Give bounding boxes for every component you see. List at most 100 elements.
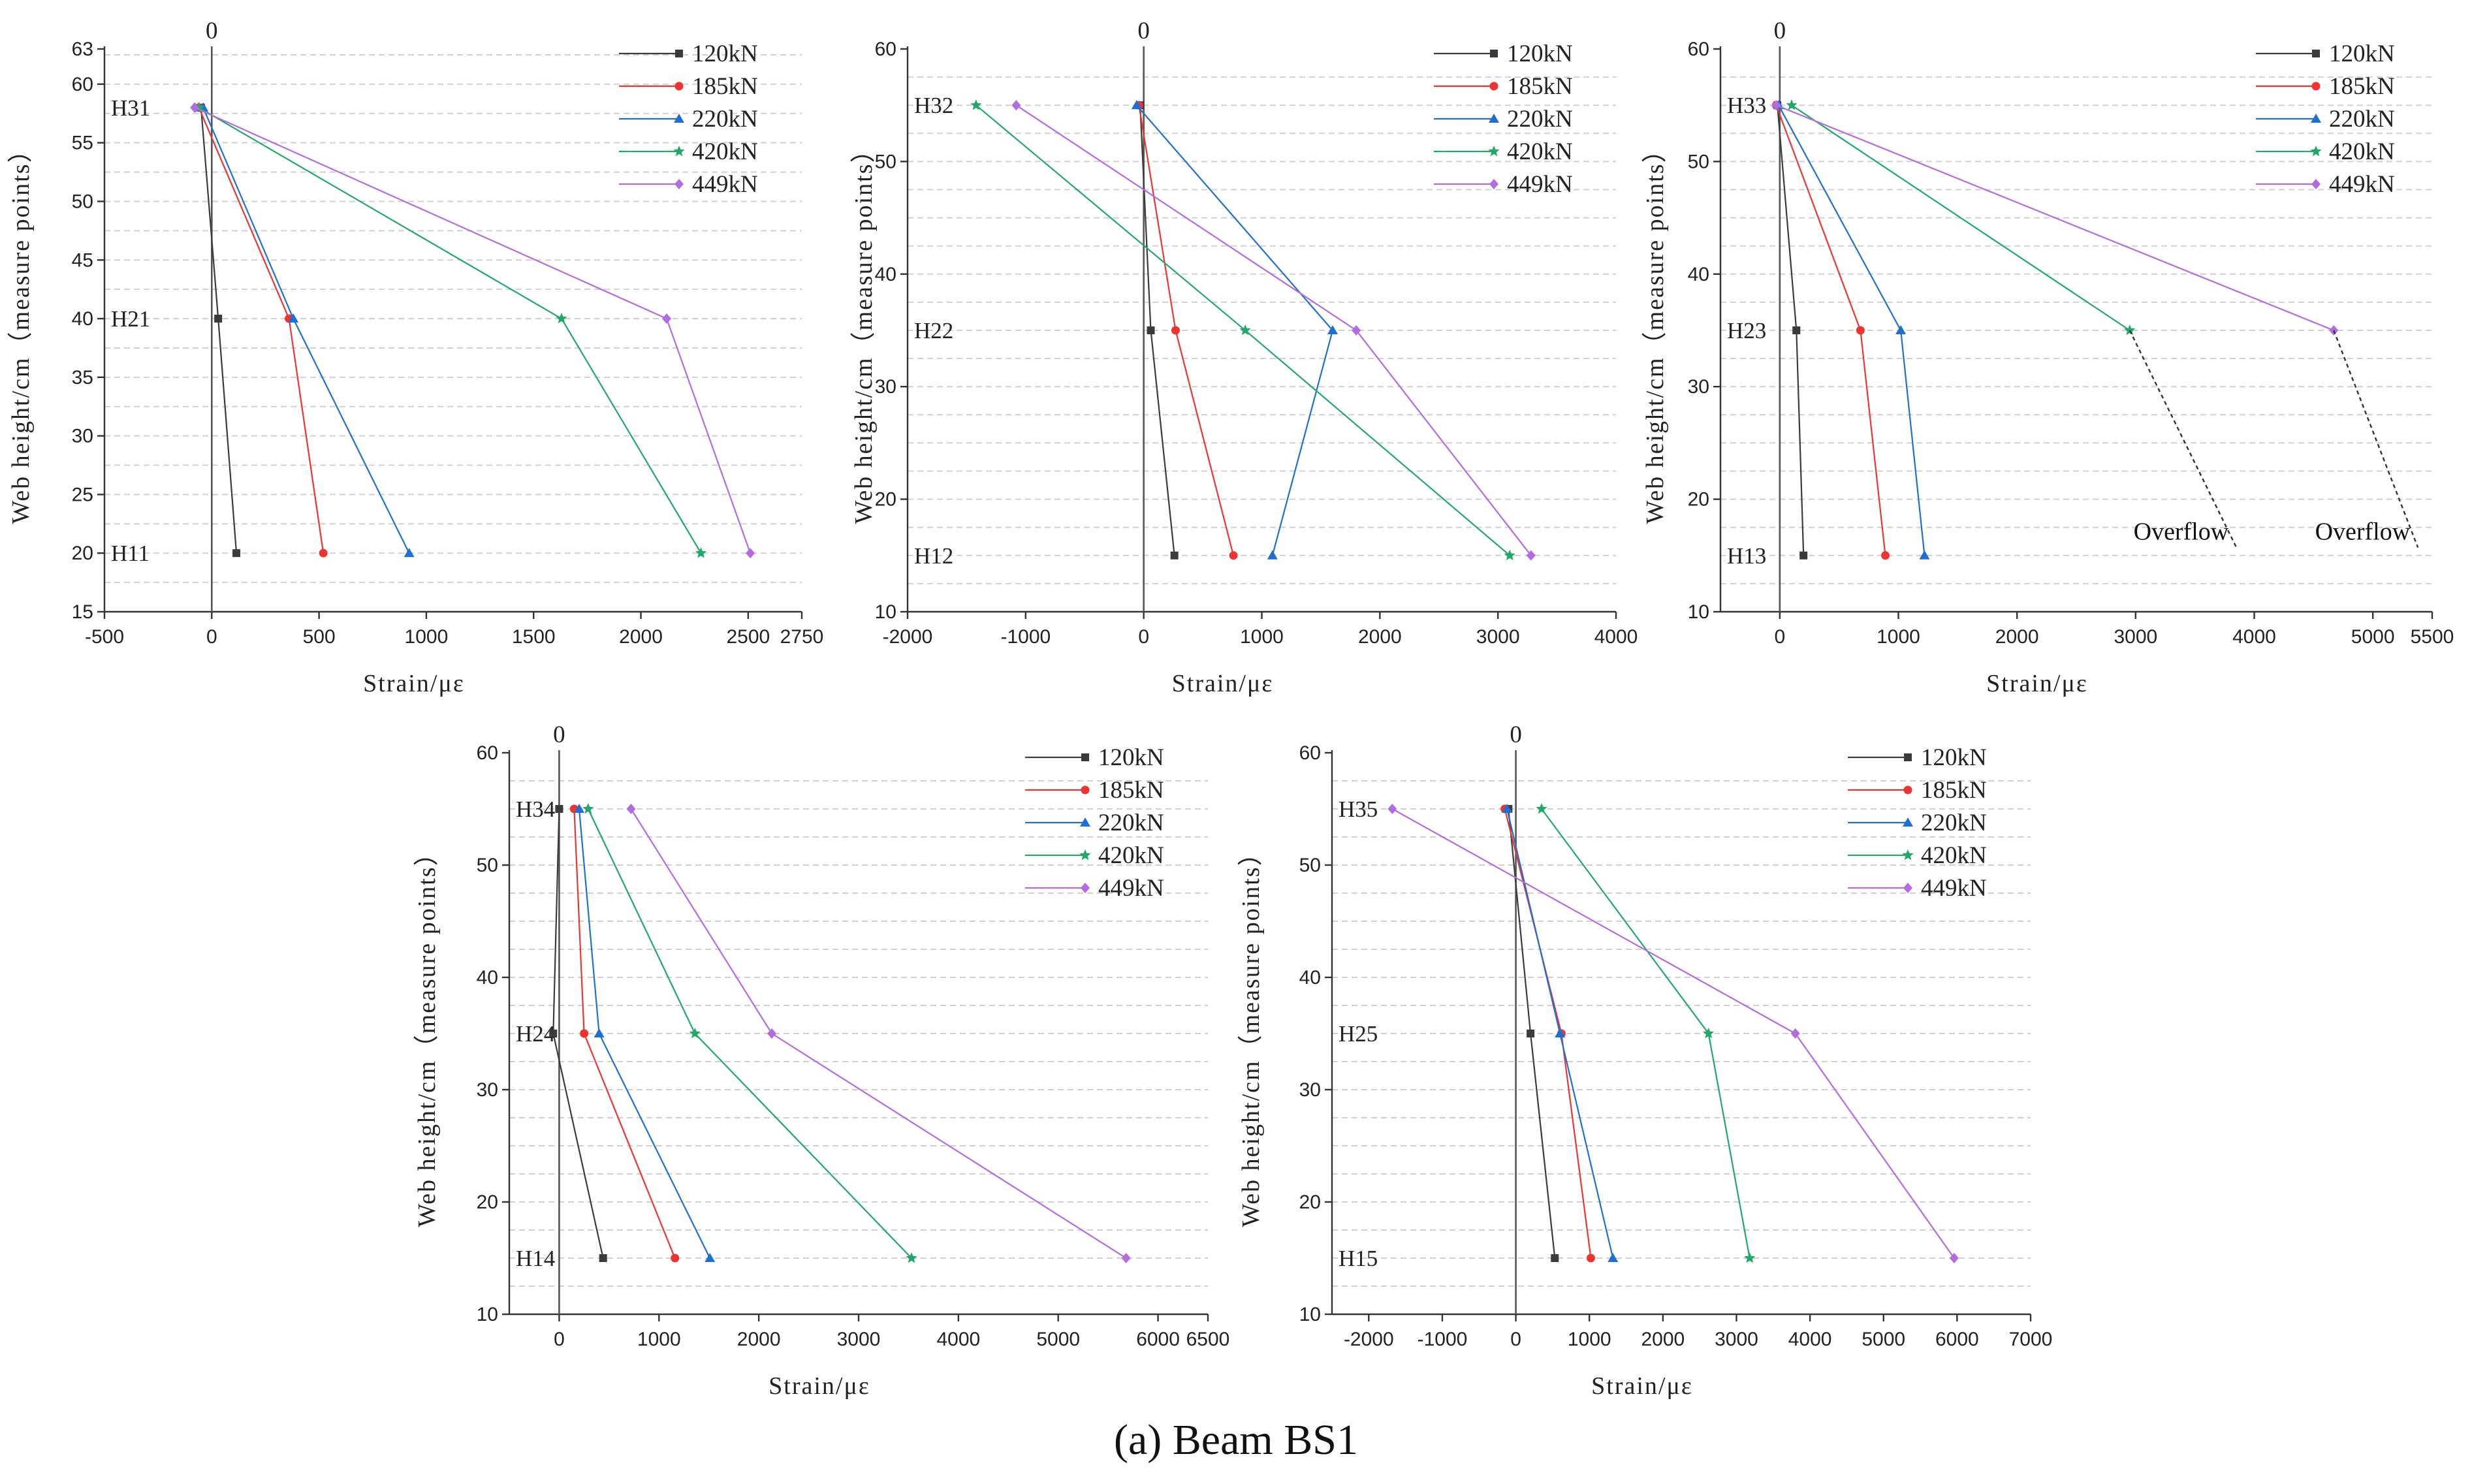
measure-point-label: H35 xyxy=(1339,797,1378,822)
x-tick-label: 4000 xyxy=(936,1329,980,1350)
data-point-449kN xyxy=(661,313,671,324)
overflow-label: Overflow xyxy=(2315,518,2411,546)
measure-point-label: H24 xyxy=(516,1021,555,1047)
y-tick-label: 20 xyxy=(1299,1192,1321,1213)
data-point-449kN xyxy=(767,1028,777,1039)
y-tick-label: 30 xyxy=(477,1079,498,1101)
x-tick-label: 0 xyxy=(1138,626,1149,648)
y-tick-label: 40 xyxy=(875,264,896,285)
x-tick-label: -500 xyxy=(85,626,124,648)
chart-panel-5: -2000 -1000 0 1000 2000 3000 4000 5000 6000 7000 1… xyxy=(1237,721,2052,1400)
series-line-420kN xyxy=(198,106,702,554)
zero-label: 0 xyxy=(1774,18,1786,44)
y-tick-label: 40 xyxy=(1299,967,1321,988)
legend-label: 420kN xyxy=(1921,842,1987,869)
x-tick-label: 4000 xyxy=(2232,626,2276,648)
y-tick-label: 63 xyxy=(72,39,93,60)
data-point-449kN xyxy=(1526,550,1536,561)
measure-point-label: H21 xyxy=(111,306,150,332)
x-tick-label: 6000 xyxy=(1935,1329,1979,1350)
legend-marker-120kN xyxy=(1081,753,1089,761)
data-point-420kN xyxy=(1703,1028,1715,1039)
data-point-220kN xyxy=(404,548,415,558)
measure-point-label: H13 xyxy=(1727,543,1766,569)
data-point-220kN xyxy=(574,804,584,813)
data-point-220kN xyxy=(1502,804,1513,813)
overflow-line xyxy=(2333,330,2419,548)
y-axis-title: Web height/cm（measure points） xyxy=(850,136,878,524)
x-tick-label: 1000 xyxy=(405,626,449,648)
x-tick-label: 2000 xyxy=(1641,1329,1685,1350)
x-tick-label: 6500 xyxy=(1186,1329,1230,1350)
data-point-420kN xyxy=(1536,803,1547,814)
data-point-120kN xyxy=(1799,551,1808,560)
y-tick-label: 20 xyxy=(477,1192,498,1213)
y-tick-label: 10 xyxy=(477,1304,498,1325)
legend-label: 185kN xyxy=(692,73,758,100)
data-point-220kN xyxy=(1895,325,1907,334)
x-tick-label: 2000 xyxy=(1358,626,1402,648)
data-point-420kN xyxy=(689,1028,701,1039)
x-tick-label: 3000 xyxy=(1476,626,1520,648)
data-point-420kN xyxy=(906,1252,917,1263)
y-tick-label: 50 xyxy=(477,855,498,876)
y-tick-label: 10 xyxy=(1688,601,1709,623)
data-point-185kN xyxy=(1171,326,1180,335)
y-tick-label: 30 xyxy=(1688,376,1709,398)
legend-label: 120kN xyxy=(2329,40,2395,67)
y-axis-title: Web height/cm（measure points） xyxy=(7,136,35,524)
zero-label: 0 xyxy=(206,18,218,44)
data-point-220kN xyxy=(594,1028,605,1037)
legend-marker-120kN xyxy=(675,50,683,57)
y-tick-label: 10 xyxy=(1299,1304,1321,1325)
legend-marker-185kN xyxy=(1903,785,1912,795)
legend-label: 185kN xyxy=(2329,73,2395,100)
y-tick-label: 25 xyxy=(72,484,93,505)
y-tick-label: 55 xyxy=(72,133,93,154)
y-tick-label: 15 xyxy=(72,601,93,623)
data-point-120kN xyxy=(555,805,563,813)
x-tick-label: 2750 xyxy=(780,626,824,648)
x-axis-title: Strain/με xyxy=(1172,670,1274,697)
x-tick-label: -2000 xyxy=(883,626,933,648)
y-tick-label: 60 xyxy=(477,742,498,764)
x-tick-label: 1000 xyxy=(1568,1329,1611,1350)
legend-label: 420kN xyxy=(692,138,758,165)
y-tick-label: 10 xyxy=(875,601,896,623)
x-axis-title: Strain/με xyxy=(363,670,465,697)
legend-marker-220kN xyxy=(2311,114,2321,123)
data-point-185kN xyxy=(671,1254,680,1263)
data-point-220kN xyxy=(1327,325,1338,334)
legend-marker-420kN xyxy=(673,146,685,157)
chart-panel-4: 0 1000 2000 3000 4000 5000 6000 6500 10 20 30 40 50 6… xyxy=(413,721,1229,1400)
data-point-220kN xyxy=(1555,1028,1566,1037)
series-line-420kN xyxy=(1791,104,2131,331)
y-tick-label: 30 xyxy=(72,426,93,447)
legend-marker-120kN xyxy=(2312,50,2320,57)
x-axis-title: Strain/με xyxy=(1986,670,2088,697)
legend-label: 120kN xyxy=(1507,40,1573,67)
legend-label: 220kN xyxy=(1921,810,1987,836)
data-point-185kN xyxy=(319,548,328,558)
y-tick-label: 60 xyxy=(1688,39,1709,60)
data-point-120kN xyxy=(1527,1030,1535,1037)
x-tick-label: 1500 xyxy=(512,626,556,648)
legend-marker-420kN xyxy=(2310,146,2322,157)
x-tick-label: 2000 xyxy=(737,1329,781,1350)
data-point-449kN xyxy=(1949,1253,1959,1263)
legend-marker-449kN xyxy=(1903,883,1912,893)
measure-point-label: H25 xyxy=(1339,1021,1378,1047)
legend-marker-185kN xyxy=(1081,785,1090,795)
y-tick-label: 50 xyxy=(1688,151,1709,172)
legend-label: 449kN xyxy=(1507,171,1573,198)
data-point-449kN xyxy=(1121,1253,1131,1263)
data-point-120kN xyxy=(549,1030,558,1037)
measure-point-label: H22 xyxy=(914,318,953,343)
legend-marker-420kN xyxy=(1488,146,1500,157)
y-axis-title: Web height/cm（measure points） xyxy=(413,840,441,1227)
y-tick-label: 50 xyxy=(875,151,896,172)
data-point-120kN xyxy=(1147,326,1155,334)
legend-label: 185kN xyxy=(1098,777,1164,804)
zero-label: 0 xyxy=(1510,721,1522,748)
data-point-420kN xyxy=(556,313,567,324)
